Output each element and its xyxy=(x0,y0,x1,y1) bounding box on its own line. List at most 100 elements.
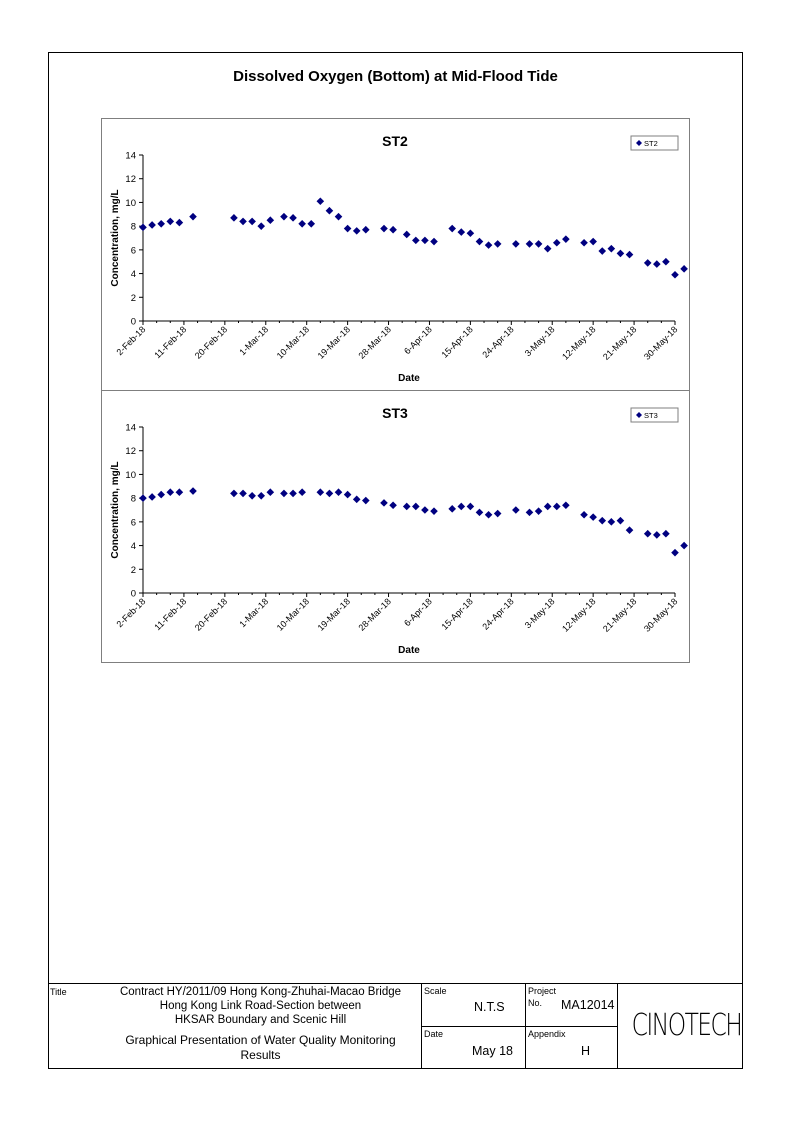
chart-panel-st2: ST2 0 2 4 6 8 10 12 14 2-Feb-18 11-Feb-18 20-Feb-18… xyxy=(101,118,690,391)
data-point xyxy=(325,206,334,215)
data-point xyxy=(139,494,147,502)
chart-title: ST2 xyxy=(382,133,408,149)
x-tick-label: 19-Mar-18 xyxy=(316,596,352,632)
data-point xyxy=(589,237,597,246)
data-point xyxy=(334,488,343,497)
x-tick-label: 3-May-18 xyxy=(523,324,557,358)
data-point xyxy=(607,244,616,253)
y-tick-label: 8 xyxy=(131,222,136,233)
chart-title: ST3 xyxy=(382,405,408,421)
y-tick-label: 4 xyxy=(131,541,136,552)
data-point xyxy=(562,501,570,510)
data-point xyxy=(166,488,175,497)
x-tick-label: 10-Mar-18 xyxy=(275,596,311,632)
data-point xyxy=(680,541,688,550)
data-point xyxy=(334,212,343,221)
data-point xyxy=(525,508,534,517)
legend-label: ST2 xyxy=(644,139,658,148)
data-point xyxy=(343,490,352,499)
data-point xyxy=(352,227,361,235)
data-point xyxy=(607,518,616,526)
x-tick-label: 10-Mar-18 xyxy=(275,324,311,360)
title-block: Title Contract HY/2011/09 Hong Kong-Zhuh… xyxy=(48,983,743,1069)
data-point xyxy=(248,491,256,500)
data-point xyxy=(166,217,175,226)
x-tick-label: 6-Apr-18 xyxy=(402,324,434,356)
y-tick-label: 12 xyxy=(125,446,136,457)
x-tick-label: 19-Mar-18 xyxy=(316,324,352,360)
data-point xyxy=(580,238,588,247)
page-frame xyxy=(48,52,743,1069)
data-point xyxy=(421,236,429,245)
data-point xyxy=(289,489,297,498)
data-point xyxy=(352,495,361,504)
data-point xyxy=(230,214,238,222)
x-tick-label: 24-Apr-18 xyxy=(480,324,515,359)
data-point xyxy=(512,506,520,514)
y-axis-label: Concentration, mg/L xyxy=(110,189,121,286)
data-point xyxy=(239,489,247,498)
x-axis-label: Date xyxy=(398,373,420,384)
data-point xyxy=(430,507,438,515)
project-no-label: No. xyxy=(528,998,543,1008)
data-point xyxy=(598,516,607,525)
data-point xyxy=(248,217,256,226)
data-point xyxy=(493,509,502,518)
x-tick-label: 15-Apr-18 xyxy=(439,596,474,631)
company-logo: CINOTECH xyxy=(631,1008,743,1043)
y-tick-label: 6 xyxy=(131,245,136,256)
project-cell: Project No. MA12014 xyxy=(525,984,617,1027)
data-point xyxy=(343,224,352,233)
data-point xyxy=(298,219,306,228)
legend-marker xyxy=(636,412,642,418)
x-tick-label: 11-Feb-18 xyxy=(152,324,188,360)
data-point xyxy=(412,502,420,511)
data-point xyxy=(412,236,420,245)
page-title: Dissolved Oxygen (Bottom) at Mid-Flood T… xyxy=(233,68,558,85)
data-point xyxy=(643,529,652,538)
data-point xyxy=(562,235,570,243)
x-tick-label: 20-Feb-18 xyxy=(193,596,229,632)
x-tick-label: 1-Mar-18 xyxy=(237,596,270,629)
data-point xyxy=(380,499,388,507)
drawing-title-line: Graphical Presentation of Water Quality … xyxy=(125,1033,396,1047)
drawing-title: Graphical Presentation of Water Quality … xyxy=(108,1033,413,1063)
project-label: Project xyxy=(528,986,557,996)
x-tick-label: 6-Apr-18 xyxy=(402,596,434,628)
y-tick-label: 14 xyxy=(125,151,136,162)
data-point xyxy=(189,487,197,495)
title-label: Title xyxy=(50,987,67,997)
data-point xyxy=(457,502,466,511)
data-point xyxy=(475,237,484,246)
data-point xyxy=(430,237,438,246)
data-point xyxy=(534,507,543,515)
legend-box xyxy=(630,407,679,423)
data-point xyxy=(139,223,147,232)
data-point xyxy=(466,229,475,238)
y-tick-label: 2 xyxy=(131,565,136,576)
x-tick-label: 20-Feb-18 xyxy=(193,324,229,360)
data-point xyxy=(580,510,588,519)
date-value: May 18 xyxy=(472,1044,513,1058)
data-point xyxy=(307,219,316,228)
x-tick-label: 21-May-18 xyxy=(601,596,638,633)
scale-label: Scale xyxy=(424,986,447,996)
data-point xyxy=(534,240,543,248)
scale-value: N.T.S xyxy=(474,1000,505,1014)
chart-panel-st3: ST3 0 2 4 6 8 10 12 14 2-Feb-18 11-Feb-18 20-Feb-18… xyxy=(101,390,690,663)
chart-st2: ST2 0 2 4 6 8 10 12 14 2-Feb-18 11-Feb-18 20-Feb-18… xyxy=(110,133,688,384)
data-point xyxy=(402,230,411,239)
data-point xyxy=(148,493,156,501)
project-title-line: HKSAR Boundary and Scenic Hill xyxy=(174,1014,347,1026)
data-point xyxy=(389,225,397,234)
data-point xyxy=(484,510,493,519)
data-point xyxy=(643,259,652,267)
x-tick-label: 12-May-18 xyxy=(560,596,597,633)
data-point xyxy=(625,526,634,534)
data-point xyxy=(625,250,634,259)
data-point xyxy=(543,244,552,253)
data-point xyxy=(266,488,275,497)
data-point xyxy=(157,490,165,499)
data-point xyxy=(257,222,266,230)
data-point xyxy=(157,219,165,228)
